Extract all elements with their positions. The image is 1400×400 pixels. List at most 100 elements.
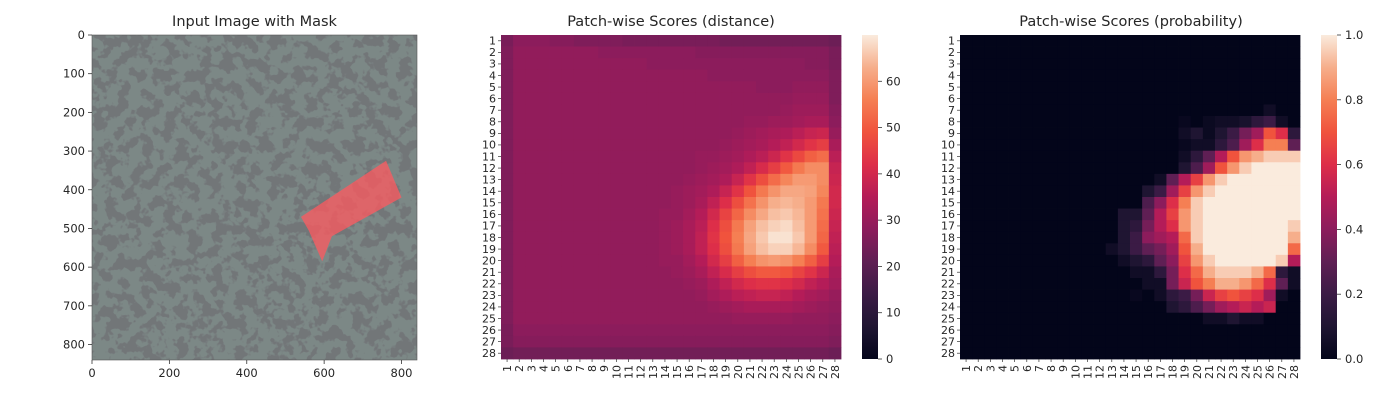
heatmap-cell xyxy=(1130,35,1143,47)
heatmap-cell xyxy=(610,324,623,337)
heatmap-cell xyxy=(622,312,635,325)
heatmap-cell xyxy=(1093,46,1107,59)
heatmap-cell xyxy=(756,243,769,256)
heatmap-cell xyxy=(525,208,538,221)
heatmap-cell xyxy=(1202,58,1216,71)
heatmap-cell xyxy=(1020,312,1034,325)
heatmap-cell xyxy=(1239,139,1252,152)
heatmap-cell xyxy=(1287,162,1301,175)
heatmap-cell xyxy=(525,127,538,140)
heatmap-cell xyxy=(1287,289,1301,302)
heatmap-cell xyxy=(1045,127,1058,140)
heatmap-cell xyxy=(646,104,660,117)
heatmap-cell xyxy=(816,243,830,256)
heatmap-cell xyxy=(573,231,587,244)
heatmap-cell xyxy=(1190,46,1204,59)
heatmap-cell xyxy=(1166,231,1179,244)
heatmap-cell xyxy=(513,231,526,244)
row-tick-label: 15 xyxy=(482,197,496,210)
heatmap-cell xyxy=(996,162,1009,175)
heatmap-cell xyxy=(768,266,781,279)
heatmap-cell xyxy=(756,58,769,71)
heatmap-cell xyxy=(695,347,708,360)
heatmap-cell xyxy=(1287,81,1301,94)
heatmap-cell xyxy=(1275,231,1289,244)
heatmap-cell xyxy=(756,127,769,140)
heatmap-cell xyxy=(1105,335,1119,348)
heatmap-cell xyxy=(1117,266,1131,279)
heatmap-cell xyxy=(1166,104,1179,117)
heatmap-cell xyxy=(634,220,648,233)
heatmap-cell xyxy=(658,266,672,279)
heatmap-cell xyxy=(828,139,842,152)
heatmap-cell xyxy=(1130,220,1143,233)
heatmap-cell xyxy=(513,81,526,94)
heatmap-cell xyxy=(707,150,720,163)
heatmap-cell xyxy=(731,173,745,186)
heatmap-cell xyxy=(1020,301,1034,314)
heatmap-cell xyxy=(1251,335,1264,348)
col-tick-label: 23 xyxy=(768,365,781,379)
heatmap-cell xyxy=(960,116,973,128)
heatmap-cell xyxy=(1093,278,1107,290)
heatmap-cell xyxy=(1032,81,1046,94)
heatmap-cell xyxy=(1239,162,1252,175)
heatmap-cell xyxy=(1130,312,1143,325)
heatmap-cell xyxy=(634,92,648,105)
heatmap-cell xyxy=(561,162,575,175)
heatmap-cell xyxy=(828,278,842,290)
heatmap-cell xyxy=(743,69,757,82)
heatmap-cell xyxy=(695,46,708,59)
heatmap-cell xyxy=(695,69,708,82)
heatmap-cell xyxy=(598,35,611,47)
heatmap-cell xyxy=(671,312,684,325)
heatmap-cell xyxy=(768,46,781,59)
heatmap-cell xyxy=(622,173,635,186)
heatmap-cell xyxy=(743,243,757,256)
heatmap-cell xyxy=(622,220,635,233)
heatmap-cell xyxy=(1008,127,1022,140)
heatmap-cell xyxy=(1142,46,1155,59)
heatmap-cell xyxy=(828,116,842,128)
col-tick-label: 28 xyxy=(1288,365,1301,379)
heatmap-cell xyxy=(586,58,599,71)
heatmap-cell xyxy=(756,278,769,290)
heatmap-cell xyxy=(1020,278,1034,290)
heatmap-cell xyxy=(634,139,648,152)
heatmap-cell xyxy=(743,266,757,279)
heatmap-cell xyxy=(1020,266,1034,279)
heatmap-cell xyxy=(1202,231,1216,244)
heatmap-cell xyxy=(816,197,830,209)
heatmap-cell xyxy=(719,92,733,105)
heatmap-cell xyxy=(1202,243,1216,256)
heatmap-cell xyxy=(984,324,997,337)
heatmap-cell xyxy=(1227,208,1240,221)
heatmap-cell xyxy=(1093,324,1107,337)
heatmap-cell xyxy=(1093,185,1107,198)
heatmap-cell xyxy=(646,46,660,59)
heatmap-cell xyxy=(1251,127,1264,140)
heatmap-cell xyxy=(1178,312,1192,325)
heatmap-cell xyxy=(1166,312,1179,325)
heatmap-cell xyxy=(1081,116,1094,128)
heatmap-cell xyxy=(780,104,793,117)
heatmap-cell xyxy=(683,46,696,59)
row-tick-label: 8 xyxy=(489,116,496,129)
heatmap-cell xyxy=(719,139,733,152)
heatmap-cell xyxy=(1287,335,1301,348)
heatmap-cell xyxy=(1287,347,1301,360)
heatmap-cell xyxy=(1032,289,1046,302)
heatmap-cell xyxy=(622,278,635,290)
heatmap-cell xyxy=(671,69,684,82)
heatmap-cell xyxy=(1105,197,1119,209)
heatmap-cell xyxy=(804,208,818,221)
heatmap-cell xyxy=(1215,231,1228,244)
heatmap-cell xyxy=(525,266,538,279)
row-tick-label: 24 xyxy=(482,301,496,314)
heatmap-cell xyxy=(996,335,1009,348)
heatmap-cell xyxy=(513,46,526,59)
heatmap-cell xyxy=(984,231,997,244)
heatmap-cell xyxy=(1008,266,1022,279)
heatmap-cell xyxy=(1227,127,1240,140)
row-tick-label: 13 xyxy=(482,173,496,186)
